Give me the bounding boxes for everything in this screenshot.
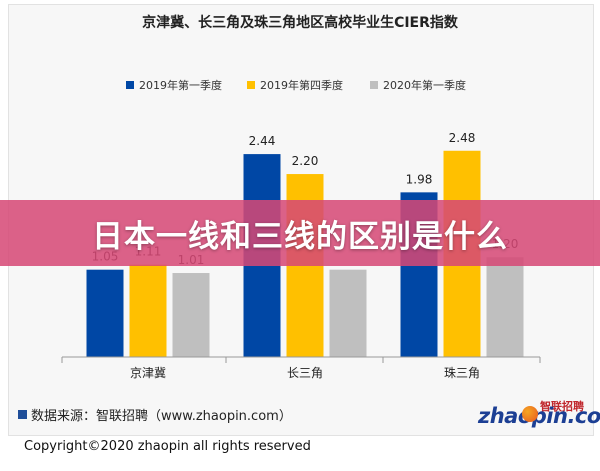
overlay-title: 日本一线和三线的区别是什么 bbox=[92, 218, 508, 255]
bar-0-0 bbox=[86, 269, 124, 357]
chart-title: 京津冀、长三角及珠三角地区高校毕业生CIER指数 bbox=[142, 14, 459, 31]
legend-swatch-0 bbox=[126, 81, 134, 89]
data-source: 数据来源：智联招聘（www.zhaopin.com） bbox=[18, 405, 292, 424]
source-marker bbox=[18, 410, 27, 419]
bar-0-1 bbox=[129, 264, 167, 357]
legend-swatch-2 bbox=[370, 81, 378, 89]
logo-cn: 智联招聘 bbox=[540, 400, 584, 413]
legend-label-0: 2019年第一季度 bbox=[139, 78, 222, 92]
bar-label-1-0: 2.44 bbox=[249, 134, 276, 148]
bar-label-2-1: 2.48 bbox=[449, 131, 476, 145]
bar-label-2-0: 1.98 bbox=[406, 172, 433, 186]
bar-2-2 bbox=[486, 257, 524, 357]
chart-legend: 2019年第一季度 2019年第四季度 2020年第一季度 bbox=[126, 78, 466, 92]
legend-label-2: 2020年第一季度 bbox=[383, 78, 466, 92]
x-axis-labels: 京津冀 长三角 珠三角 bbox=[61, 357, 541, 380]
bar-label-1-1: 2.20 bbox=[292, 154, 319, 168]
chart-bars: 1.051.111.012.442.201.982.481.20 bbox=[86, 131, 524, 357]
zhaopin-logo: 智联招聘 zhaopin.com bbox=[478, 398, 600, 428]
bar-1-2 bbox=[329, 269, 367, 357]
source-label: 数据来源：智联招聘（www.zhaopin.com） bbox=[31, 409, 292, 424]
logo-ball-icon bbox=[522, 406, 538, 422]
logo-wordmark: zhaopin.com bbox=[478, 404, 600, 428]
bar-0-2 bbox=[172, 273, 210, 357]
x-label-2: 珠三角 bbox=[444, 366, 480, 380]
legend-swatch-1 bbox=[247, 81, 255, 89]
overlay-banner: 日本一线和三线的区别是什么 bbox=[0, 200, 600, 266]
copyright: Copyright©2020 zhaopin all rights reserv… bbox=[24, 439, 311, 454]
x-label-1: 长三角 bbox=[287, 366, 323, 380]
legend-label-1: 2019年第四季度 bbox=[260, 78, 343, 92]
x-label-0: 京津冀 bbox=[130, 366, 166, 380]
